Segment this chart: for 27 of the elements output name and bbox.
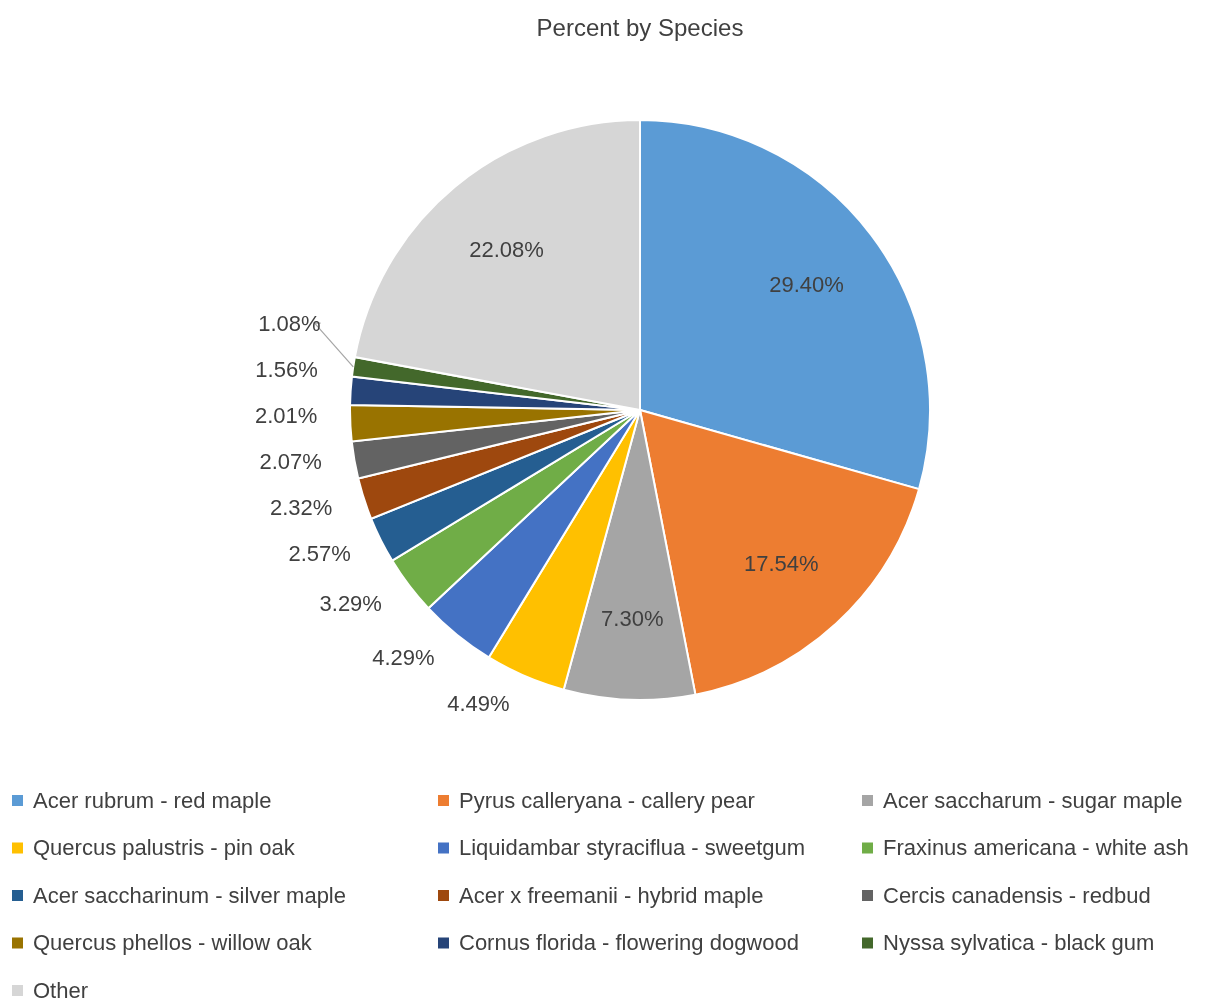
chart-title: Percent by Species [536, 14, 744, 41]
legend-label: Quercus phellos - willow oak [33, 930, 313, 956]
data-label: 17.54% [743, 551, 819, 577]
legend-label: Acer rubrum - red maple [33, 787, 272, 813]
data-label: 2.32% [269, 494, 333, 520]
data-label: 3.29% [319, 590, 382, 616]
legend-label: Nyssa sylvatica - black gum [883, 930, 1155, 956]
legend-label: Cercis canadensis - redbud [883, 882, 1151, 908]
legend-label: Cornus florida - flowering dogwood [459, 930, 799, 956]
data-label: 29.40% [769, 271, 844, 297]
legend-label: Fraxinus americana - white ash [883, 835, 1189, 861]
legend-label: Pyrus calleryana - callery pear [459, 787, 755, 813]
data-label: 1.08% [258, 310, 321, 336]
data-label: 1.56% [255, 356, 318, 382]
legend-label: Liquidambar styraciflua - sweetgum [459, 835, 806, 861]
legend-label: Acer x freemanii - hybrid maple [459, 882, 764, 908]
data-label: 4.49% [447, 690, 510, 716]
data-label: 2.07% [259, 448, 322, 474]
legend-label: Quercus palustris - pin oak [33, 835, 296, 861]
data-label: 22.08% [469, 237, 544, 263]
data-label: 2.01% [254, 402, 318, 428]
legend-label: Other [33, 977, 89, 1003]
data-label: 7.30% [601, 606, 664, 632]
data-label: 2.57% [288, 540, 351, 566]
legend-label: Acer saccharinum - silver maple [33, 882, 346, 908]
data-label: 4.29% [372, 644, 435, 670]
legend-label: Acer saccharum - sugar maple [883, 787, 1183, 813]
